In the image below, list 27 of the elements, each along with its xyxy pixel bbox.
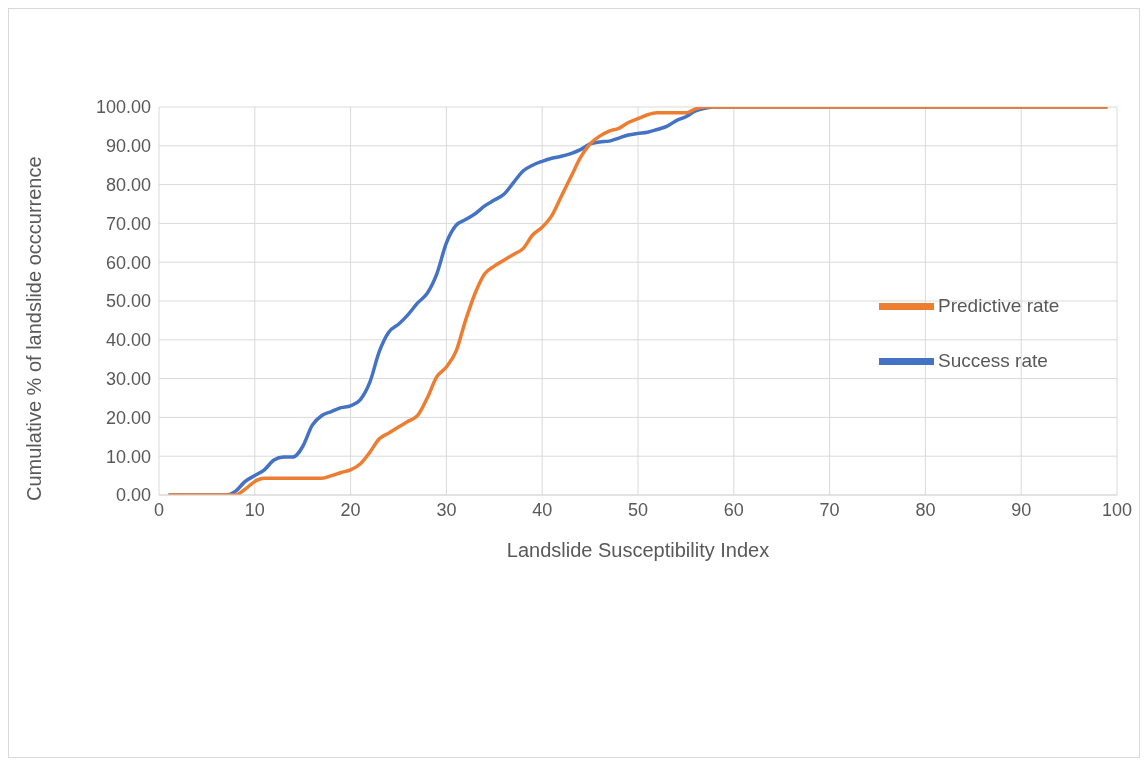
legend-label: Success rate	[938, 349, 1048, 371]
y-tick-label: 60.00	[105, 252, 151, 273]
x-tick-label: 80	[915, 499, 936, 520]
x-tick-label: 10	[244, 499, 265, 520]
x-tick-label: 40	[532, 499, 553, 520]
legend-label: Predictive rate	[938, 294, 1060, 316]
y-tick-label: 30.00	[105, 368, 151, 389]
y-tick-label: 70.00	[105, 213, 151, 234]
line-series	[166, 107, 1110, 495]
y-tick-label: 0.00	[115, 485, 151, 506]
x-tick-label: 0	[153, 499, 165, 520]
y-tick-label: 20.00	[105, 407, 151, 428]
y-tick-label: 90.00	[105, 136, 151, 157]
x-tick-label: 20	[340, 499, 361, 520]
x-tick-label: 60	[723, 499, 744, 520]
x-tick-label: 70	[819, 499, 840, 520]
x-tick-label: 100	[1101, 499, 1133, 520]
y-tick-label: 10.00	[105, 446, 151, 467]
y-tick-label: 100.00	[95, 97, 151, 118]
x-tick-label: 90	[1011, 499, 1032, 520]
y-tick-label: 50.00	[105, 291, 151, 312]
y-tick-label: 40.00	[105, 330, 151, 351]
y-tick-label: 80.00	[105, 174, 151, 195]
x-axis-title: Landslide Susceptibility Index	[506, 539, 770, 561]
x-tick-label: 50	[627, 499, 649, 520]
y-axis-title: Cumulative % of landslide occcurrence	[23, 156, 46, 501]
x-tick-label: 30	[436, 499, 457, 520]
